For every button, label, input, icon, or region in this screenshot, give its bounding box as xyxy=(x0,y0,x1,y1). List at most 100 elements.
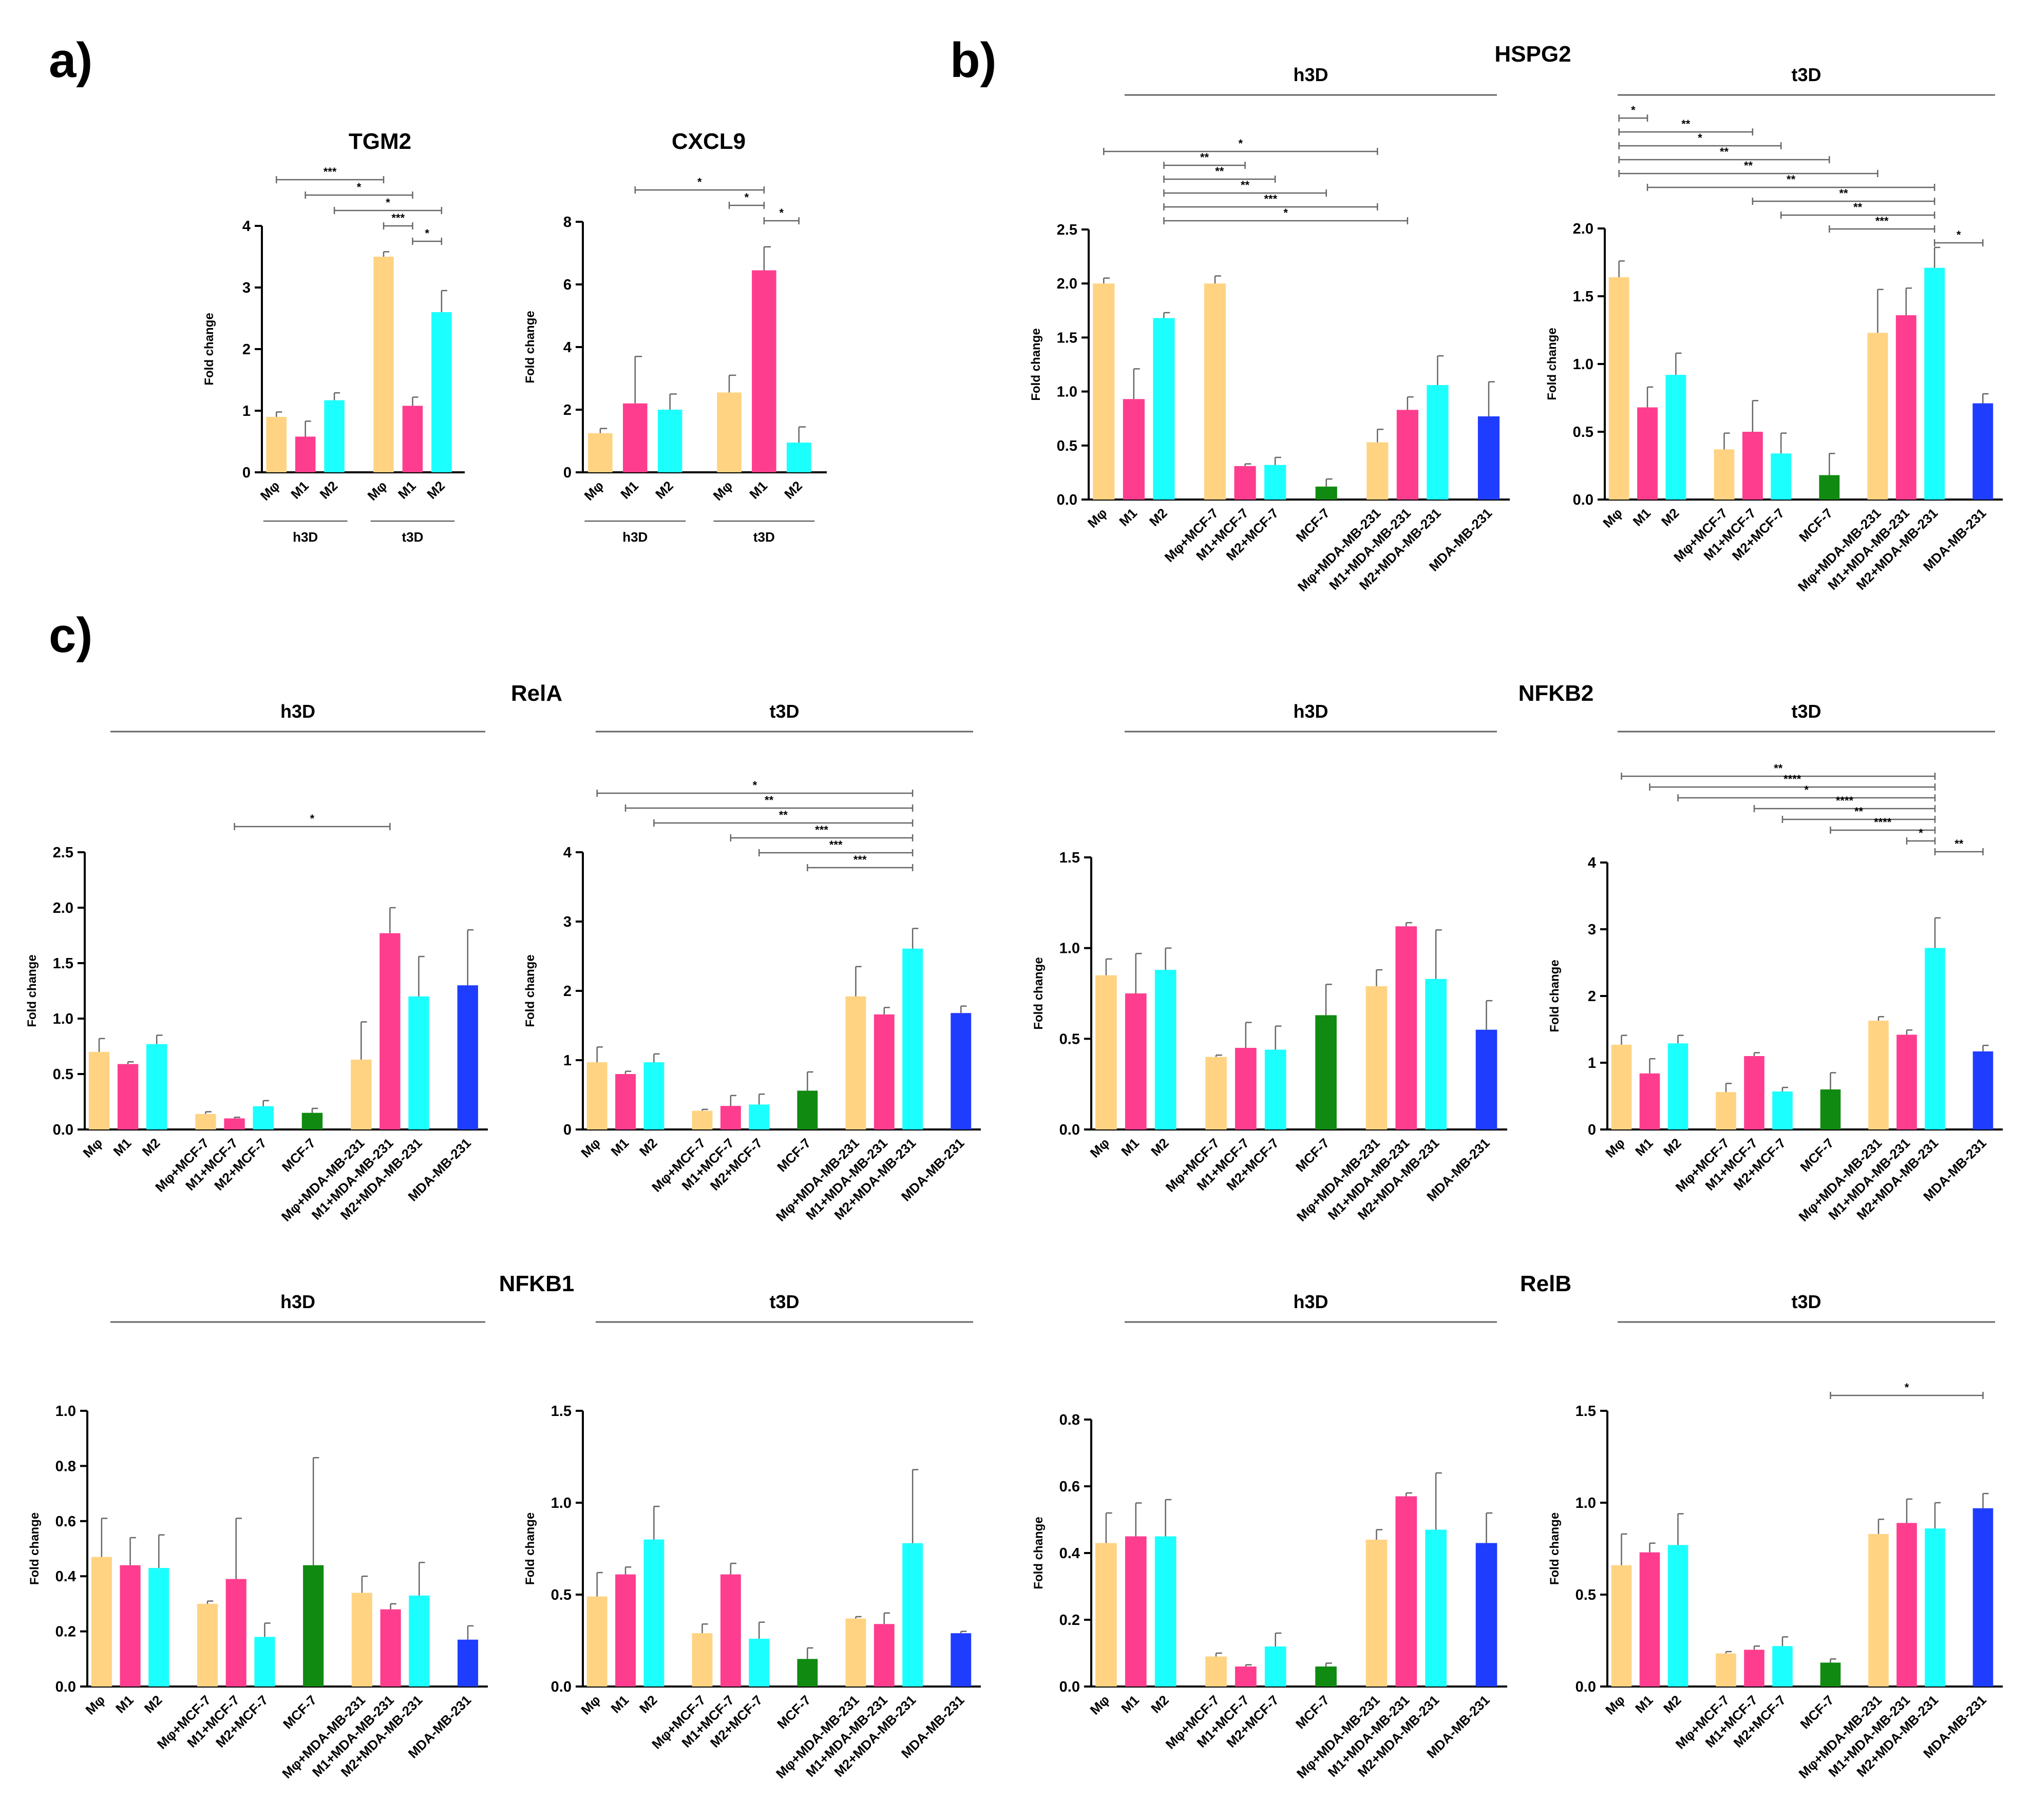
x-tick-label-6: MCF-7 xyxy=(1796,505,1835,545)
sig-label: ** xyxy=(1853,201,1863,214)
bar-8 xyxy=(1395,926,1417,1129)
bar-2 xyxy=(1154,970,1176,1129)
y-axis-label: Fold change xyxy=(523,1512,537,1585)
y-tick-label: 2 xyxy=(242,341,251,358)
sig-label: ** xyxy=(1854,805,1864,818)
sig-label: *** xyxy=(815,823,828,836)
bar-7 xyxy=(1365,1540,1388,1687)
y-tick-label: 3 xyxy=(1588,922,1596,938)
bar-1 xyxy=(1125,993,1147,1129)
bar-2 xyxy=(1665,375,1686,500)
x-tick-label-4: M1 xyxy=(746,478,770,502)
bar-5 xyxy=(253,1106,274,1129)
sig-label: **** xyxy=(1836,794,1854,807)
bar-10 xyxy=(1972,1508,1994,1687)
bar-4 xyxy=(1742,432,1763,500)
bar-5 xyxy=(786,443,811,472)
bar-0 xyxy=(1608,277,1629,500)
bar-2 xyxy=(1154,1536,1176,1687)
bar-10 xyxy=(951,1633,972,1687)
x-tick-label-6: MCF-7 xyxy=(1293,1692,1332,1732)
bar-4 xyxy=(1235,1666,1257,1687)
sig-label: * xyxy=(745,191,749,204)
sig-label: * xyxy=(1239,137,1243,150)
y-tick-label: 0.0 xyxy=(1059,1679,1080,1695)
y-tick-label: 0 xyxy=(242,465,251,481)
bar-10 xyxy=(1475,1029,1497,1129)
y-tick-label: 0.0 xyxy=(551,1679,572,1695)
bar-3 xyxy=(1714,449,1735,500)
bar-2 xyxy=(1667,1043,1688,1129)
bar-0 xyxy=(588,433,613,472)
bar-5 xyxy=(1772,1091,1793,1129)
bar-4 xyxy=(1234,466,1256,500)
bar-10 xyxy=(1972,403,1994,500)
bar-10 xyxy=(457,985,478,1129)
x-tick-label-0: Mφ xyxy=(82,1692,108,1718)
bar-0 xyxy=(1093,283,1115,500)
bar-10 xyxy=(1475,1543,1497,1687)
chart-title-cxcl9: CXCL9 xyxy=(672,129,746,154)
bar-10 xyxy=(951,1013,972,1129)
y-tick-label: 1.0 xyxy=(1057,384,1077,400)
x-tick-label-6: MCF-7 xyxy=(280,1692,319,1732)
bar-2 xyxy=(643,1062,665,1129)
y-axis-label: Fold change xyxy=(523,954,537,1027)
bar-4 xyxy=(720,1106,741,1129)
bar-4 xyxy=(224,1118,245,1129)
sig-label: ** xyxy=(1954,837,1964,850)
sig-label: *** xyxy=(391,212,405,224)
bar-0 xyxy=(91,1557,112,1687)
y-tick-label: 1 xyxy=(563,1052,572,1069)
y-axis-label: Fold change xyxy=(1545,328,1559,400)
panel-a-letter: a) xyxy=(49,33,92,88)
x-tick-label-2: M2 xyxy=(636,1692,660,1716)
bar-9 xyxy=(902,948,923,1129)
sig-label: *** xyxy=(829,838,843,851)
bar-7 xyxy=(1867,333,1888,500)
x-tick-label-0: Mφ xyxy=(1085,505,1110,531)
group-header-label: h3D xyxy=(280,1291,315,1312)
y-tick-label: 1.5 xyxy=(1573,289,1593,305)
bar-3 xyxy=(692,1633,713,1687)
x-tick-label-6: MCF-7 xyxy=(1293,505,1333,545)
y-tick-label: 0.0 xyxy=(1573,492,1593,508)
y-tick-label: 0.5 xyxy=(53,1066,73,1083)
bar-4 xyxy=(1744,1056,1764,1129)
y-tick-label: 4 xyxy=(242,218,251,235)
bar-1 xyxy=(1123,399,1145,500)
bar-5 xyxy=(1264,1646,1286,1687)
group-header-label: t3D xyxy=(1791,701,1821,722)
group-underline-label: h3D xyxy=(622,529,648,545)
bar-6 xyxy=(303,1565,324,1687)
y-tick-label: 0 xyxy=(1588,1122,1596,1138)
sig-label: **** xyxy=(1874,816,1892,829)
x-tick-label-0: Mφ xyxy=(1087,1135,1112,1161)
bar-1 xyxy=(615,1574,636,1687)
bar-6 xyxy=(1315,486,1337,500)
group-underline-label: h3D xyxy=(293,529,318,545)
bar-5 xyxy=(749,1638,770,1687)
bar-7 xyxy=(845,996,866,1129)
sig-label: ** xyxy=(1839,187,1848,200)
bar-7 xyxy=(1366,442,1389,500)
x-tick-label-1: M1 xyxy=(1630,505,1654,529)
sig-label: ** xyxy=(1787,173,1796,186)
bar-8 xyxy=(1396,410,1418,500)
y-tick-label: 0 xyxy=(563,465,572,481)
y-tick-label: 0.4 xyxy=(55,1568,76,1585)
bar-7 xyxy=(351,1593,372,1687)
y-axis-label: Fold change xyxy=(523,311,537,383)
x-tick-label-2: M2 xyxy=(1148,1135,1172,1159)
y-tick-label: 4 xyxy=(1588,855,1596,871)
bar-9 xyxy=(1924,267,1945,500)
y-tick-label: 2.5 xyxy=(1057,222,1077,238)
bar-8 xyxy=(1395,1496,1417,1687)
rela-title: RelA xyxy=(511,681,562,706)
group-header-label: h3D xyxy=(280,701,315,722)
bar-6 xyxy=(1819,475,1840,500)
bar-9 xyxy=(408,996,429,1129)
